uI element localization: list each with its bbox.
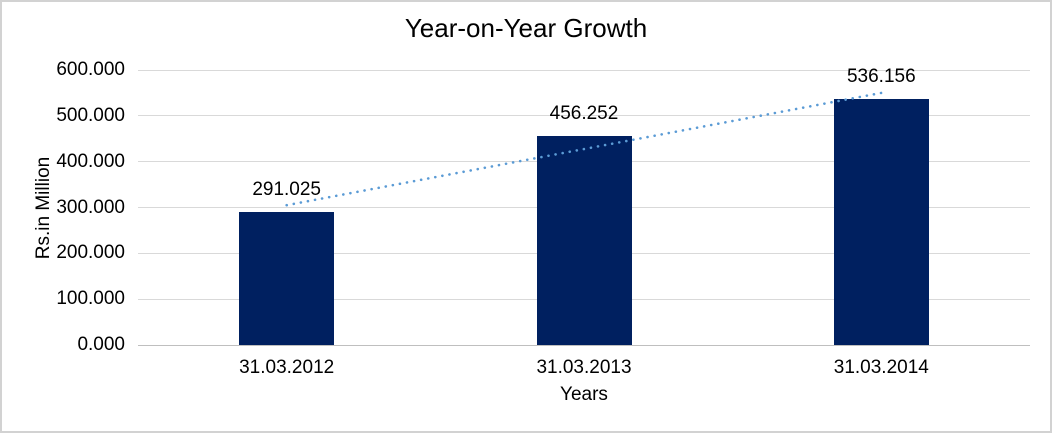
y-tick-label: 100.000 <box>56 288 125 310</box>
y-tick-label: 500.000 <box>56 104 125 126</box>
y-tick-label: 400.000 <box>56 150 125 172</box>
bar-value-label: 536.156 <box>846 66 916 88</box>
gridline <box>138 69 1030 71</box>
x-tick-label: 31.03.2014 <box>833 357 929 378</box>
bar-value-label: 291.025 <box>252 178 321 200</box>
bar <box>239 211 335 345</box>
y-tick-label: 0.000 <box>77 334 125 355</box>
bar <box>833 99 929 345</box>
x-axis-line <box>138 344 1030 346</box>
bar <box>536 135 632 345</box>
chart-title: Year-on-Year Growth <box>404 13 648 43</box>
plot-area: 291.025 456.252 536.156 <box>138 66 1030 346</box>
x-tick-label: 31.03.2013 <box>536 357 632 378</box>
x-axis-title: Years <box>560 384 608 405</box>
y-tick-label: 200.000 <box>56 242 125 264</box>
bar-value-label: 456.252 <box>549 102 619 124</box>
x-tick-label: 31.03.2012 <box>239 357 335 378</box>
y-tick-label: 600.000 <box>56 59 125 80</box>
y-tick-label: 300.000 <box>56 196 125 218</box>
